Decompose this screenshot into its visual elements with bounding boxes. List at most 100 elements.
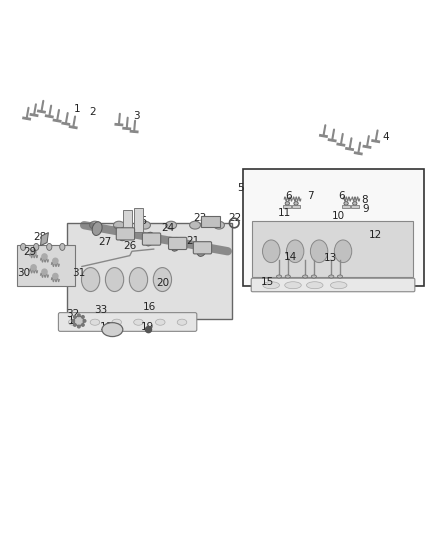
Ellipse shape: [113, 221, 124, 229]
Text: 6: 6: [339, 191, 345, 201]
Circle shape: [53, 258, 58, 263]
Text: 12: 12: [369, 230, 382, 240]
Ellipse shape: [166, 221, 177, 229]
Circle shape: [31, 249, 36, 255]
Ellipse shape: [145, 232, 154, 246]
Ellipse shape: [155, 319, 165, 325]
Text: 33: 33: [94, 305, 107, 315]
Text: 15: 15: [261, 277, 274, 287]
Bar: [351, 205, 359, 208]
Ellipse shape: [344, 201, 348, 205]
Text: 8: 8: [361, 196, 368, 205]
Ellipse shape: [330, 282, 347, 289]
Text: 26: 26: [123, 240, 136, 251]
Text: 29: 29: [23, 247, 36, 257]
Text: 32: 32: [67, 309, 80, 319]
Ellipse shape: [334, 240, 352, 263]
Circle shape: [145, 327, 152, 333]
Ellipse shape: [102, 322, 123, 336]
Ellipse shape: [68, 319, 78, 325]
Text: 16: 16: [143, 302, 156, 312]
Ellipse shape: [74, 316, 84, 326]
Ellipse shape: [214, 221, 224, 229]
Bar: [123, 210, 132, 234]
Ellipse shape: [197, 243, 207, 256]
Text: 1: 1: [74, 104, 81, 114]
Ellipse shape: [140, 221, 150, 229]
Ellipse shape: [285, 282, 301, 289]
FancyBboxPatch shape: [142, 233, 161, 245]
Ellipse shape: [81, 268, 100, 292]
Ellipse shape: [129, 268, 148, 292]
Ellipse shape: [262, 240, 280, 263]
Ellipse shape: [170, 238, 180, 251]
Circle shape: [83, 320, 86, 322]
Text: 21: 21: [186, 236, 200, 246]
Circle shape: [74, 316, 76, 318]
Text: 9: 9: [363, 204, 369, 214]
Ellipse shape: [134, 319, 143, 325]
Ellipse shape: [89, 221, 100, 229]
Circle shape: [81, 316, 84, 318]
Ellipse shape: [328, 275, 334, 278]
Circle shape: [81, 324, 84, 326]
Bar: [134, 208, 143, 232]
Text: 4: 4: [382, 132, 389, 142]
FancyBboxPatch shape: [169, 237, 187, 249]
Ellipse shape: [60, 244, 65, 251]
Text: 7: 7: [307, 191, 314, 201]
Circle shape: [31, 265, 36, 270]
Text: 28: 28: [33, 232, 46, 243]
Text: 2: 2: [89, 107, 96, 117]
Circle shape: [78, 325, 80, 328]
Text: 19: 19: [141, 321, 154, 332]
Text: 13: 13: [323, 253, 337, 263]
Bar: [283, 205, 291, 208]
Ellipse shape: [34, 244, 39, 251]
Polygon shape: [41, 232, 48, 246]
Ellipse shape: [112, 319, 121, 325]
Text: 18: 18: [100, 322, 113, 333]
Ellipse shape: [106, 268, 124, 292]
Text: 25: 25: [134, 216, 147, 226]
Bar: [201, 216, 220, 228]
Circle shape: [53, 273, 58, 279]
Ellipse shape: [177, 319, 187, 325]
Ellipse shape: [153, 268, 172, 292]
Ellipse shape: [303, 275, 308, 278]
Text: 20: 20: [157, 278, 170, 288]
Ellipse shape: [276, 275, 282, 278]
FancyBboxPatch shape: [58, 313, 197, 332]
Circle shape: [74, 324, 76, 326]
Ellipse shape: [190, 221, 201, 229]
Ellipse shape: [285, 201, 290, 205]
Text: 10: 10: [332, 211, 345, 221]
Bar: [67, 223, 232, 319]
Ellipse shape: [21, 244, 26, 251]
Ellipse shape: [286, 240, 304, 263]
Ellipse shape: [353, 201, 357, 205]
Text: 5: 5: [237, 183, 244, 193]
Ellipse shape: [92, 222, 102, 236]
Text: 23: 23: [193, 213, 206, 223]
Ellipse shape: [307, 282, 323, 289]
Bar: [342, 205, 350, 208]
Ellipse shape: [47, 244, 52, 251]
Circle shape: [72, 320, 74, 322]
Circle shape: [42, 269, 47, 274]
Ellipse shape: [311, 275, 317, 278]
FancyBboxPatch shape: [193, 241, 212, 254]
Text: 3: 3: [133, 111, 140, 122]
Text: 17: 17: [68, 317, 81, 326]
Bar: [292, 205, 300, 208]
Ellipse shape: [294, 201, 298, 205]
Ellipse shape: [118, 227, 128, 241]
Text: 14: 14: [284, 252, 297, 262]
Text: 27: 27: [99, 237, 112, 247]
Ellipse shape: [337, 275, 343, 278]
Circle shape: [42, 254, 47, 259]
Bar: [252, 221, 413, 277]
Ellipse shape: [311, 240, 328, 263]
FancyBboxPatch shape: [251, 278, 415, 292]
FancyBboxPatch shape: [116, 228, 134, 240]
